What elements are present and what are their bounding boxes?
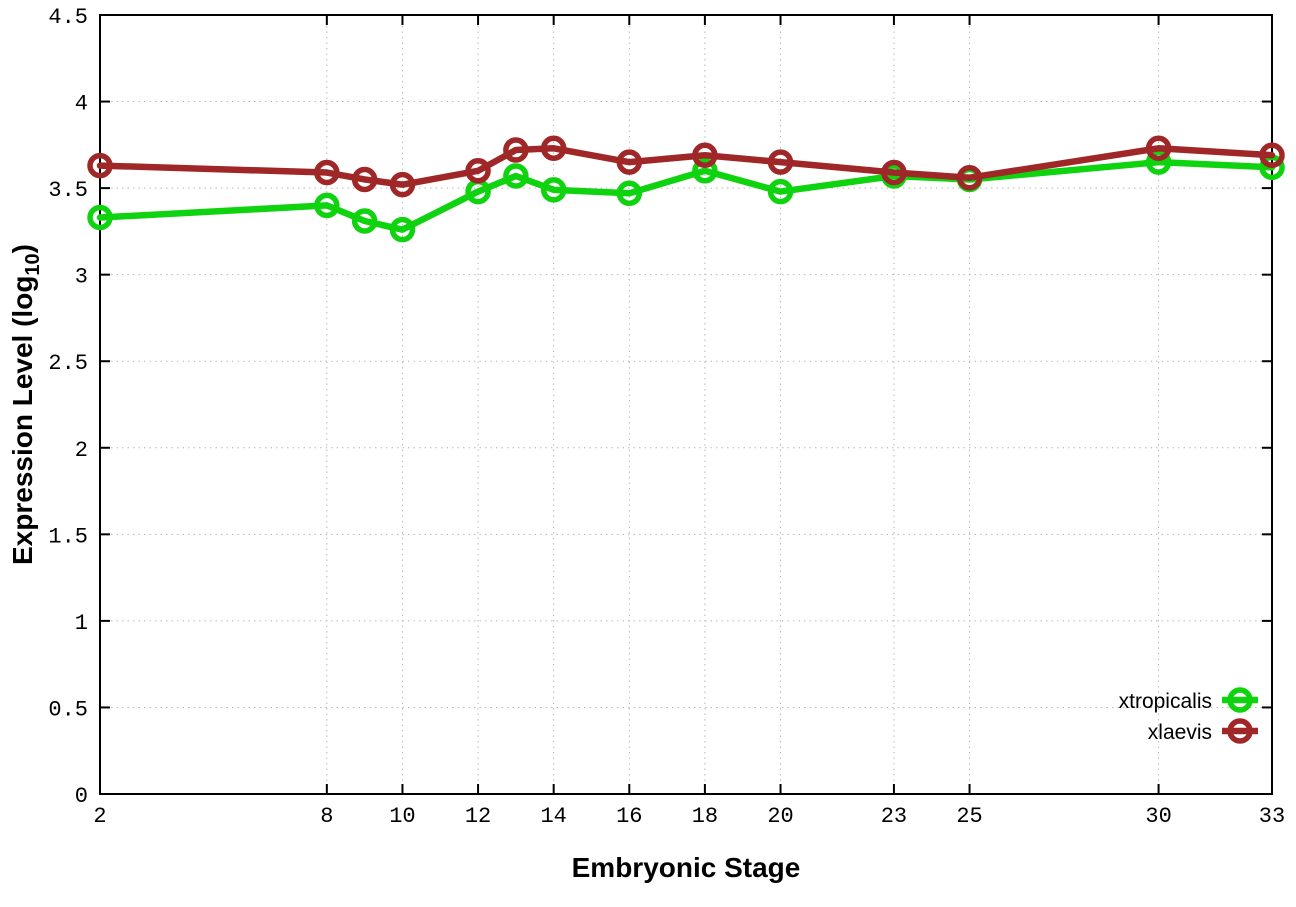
x-tick-label: 18 [692, 804, 718, 829]
data-point [540, 177, 567, 203]
data-point [87, 152, 113, 179]
x-tick-label: 16 [616, 804, 642, 829]
y-tick-label: 1.5 [48, 524, 88, 549]
data-point [767, 178, 794, 205]
data-point [692, 142, 718, 168]
y-tick-label: 3 [75, 265, 88, 290]
legend-marker [1227, 718, 1253, 744]
legend: xtropicalis xlaevis [1119, 687, 1258, 744]
x-tick-label: 14 [540, 804, 566, 829]
x-tick-label: 10 [389, 804, 415, 829]
data-point [87, 204, 113, 231]
data-point [616, 149, 643, 175]
data-point [881, 159, 907, 186]
y-tick-label: 0 [75, 784, 88, 809]
y-tick-label: 0.5 [48, 697, 88, 722]
y-tick-label: 4 [75, 92, 88, 117]
data-point [503, 137, 529, 163]
y-tick-label: 2 [75, 438, 88, 463]
data-point [956, 164, 983, 191]
series-xtropicalis [87, 149, 1285, 243]
x-tick-label: 23 [881, 804, 907, 829]
tick-labels: 2 8 10 12 14 16 18 20 23 25 30 33 0 0.5 1 1.5 2 2.5 3 3.5 4 4… [48, 5, 1285, 829]
x-tick-label: 12 [465, 804, 491, 829]
data-point [503, 163, 529, 189]
x-axis-label: Embryonic Stage [572, 852, 801, 883]
x-tick-label: 20 [767, 804, 793, 829]
data-point [465, 158, 491, 184]
y-tick-label: 2.5 [48, 351, 88, 376]
plot-border [99, 14, 1273, 795]
legend-label-xlaevis: xlaevis [1148, 721, 1212, 744]
data-point [351, 208, 378, 234]
x-tick-label: 30 [1145, 804, 1171, 829]
legend-marker [1227, 687, 1253, 713]
gridlines [100, 15, 1272, 794]
data-point [616, 180, 643, 207]
y-axis-label: Expression Level (log10) [7, 244, 44, 565]
legend-label-xtropicalis: xtropicalis [1119, 690, 1212, 713]
data-point [389, 216, 416, 243]
y-tick-label: 3.5 [48, 178, 88, 203]
data-point [314, 159, 340, 186]
x-tick-label: 2 [93, 804, 106, 829]
y-tick-label: 1 [75, 611, 88, 636]
axis-ticks [99, 14, 1273, 795]
data-point [314, 192, 340, 219]
data-point [692, 158, 718, 184]
x-tick-label: 25 [956, 804, 982, 829]
data-point [540, 135, 567, 162]
data-point [1259, 142, 1285, 168]
data-point [767, 149, 794, 175]
data-point [1145, 149, 1172, 175]
y-tick-label: 4.5 [48, 5, 88, 30]
x-tick-label: 8 [320, 804, 333, 829]
data-point [389, 171, 416, 198]
data-point [1145, 135, 1172, 162]
data-point [351, 166, 378, 193]
x-tick-label: 33 [1259, 804, 1285, 829]
series-xlaevis [87, 135, 1285, 198]
